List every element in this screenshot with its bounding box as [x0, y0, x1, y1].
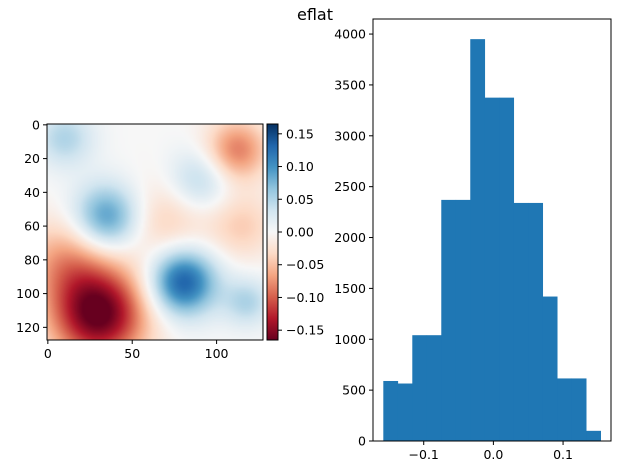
heatmap-y-tick-label: 100	[16, 286, 40, 301]
histogram-x-axis: −0.1 0.0 0.1	[409, 441, 573, 462]
histogram-y-tick-label: 1500	[334, 281, 366, 296]
histogram-bar	[528, 202, 544, 441]
histogram-x-tick-label: 0.0	[483, 447, 503, 462]
colorbar-tick-label: −0.15	[286, 323, 324, 338]
heatmap-y-axis: 0 20 40 60 80 100 120	[16, 117, 47, 335]
heatmap-x-tick-label: 100	[205, 346, 229, 361]
histogram-bar	[426, 335, 442, 441]
colorbar-tick-label: 0.15	[286, 126, 314, 141]
histogram-y-tick-label: 500	[342, 383, 366, 398]
histogram-frame	[372, 18, 612, 442]
heatmap-x-tick-label: 0	[44, 346, 52, 361]
figure-title: eflat	[297, 5, 333, 24]
colorbar-tick-label: −0.10	[286, 290, 324, 305]
histogram-bar	[499, 97, 515, 441]
histogram-y-axis: 0 500 1000 1500 2000 2500 3000 3500 4000	[334, 27, 373, 449]
histogram-y-tick-label: 4000	[334, 27, 366, 42]
heatmap-y-tick-label: 20	[24, 151, 40, 166]
histogram-bar	[383, 380, 399, 441]
colorbar-tick-label: 0.10	[286, 159, 314, 174]
histogram-y-tick-label: 3000	[334, 128, 366, 143]
colorbar-tick-label: −0.05	[286, 257, 324, 272]
histogram-bars	[383, 39, 601, 442]
histogram-bar	[455, 199, 471, 441]
heatmap-x-axis: 0 50 100	[44, 340, 229, 361]
histogram-bar	[470, 39, 486, 442]
histogram-bar	[557, 378, 573, 441]
colorbar-axis: 0.15 0.10 0.05 0.00 −0.05 −0.10 −0.15	[278, 126, 324, 338]
heatmap-y-tick-label: 40	[24, 185, 40, 200]
heatmap-x-tick-label: 50	[124, 346, 140, 361]
histogram-bar	[397, 383, 413, 441]
histogram-bar	[586, 430, 601, 441]
histogram-bar	[513, 202, 529, 441]
colorbar: 0.15 0.10 0.05 0.00 −0.05 −0.10 −0.15	[266, 123, 324, 341]
histogram-panel: −0.1 0.0 0.1 0 500 1000 1500 2000 2500 3000 3500 4…	[334, 18, 612, 462]
histogram-y-tick-label: 1000	[334, 332, 366, 347]
colorbar-bar	[266, 123, 279, 341]
histogram-y-tick-label: 2000	[334, 230, 366, 245]
colorbar-tick-label: 0.00	[286, 225, 314, 240]
heatmap-y-tick-label: 60	[24, 219, 40, 234]
heatmap-image	[47, 124, 263, 340]
histogram-x-tick-label: 0.1	[553, 447, 573, 462]
heatmap-frame	[46, 123, 264, 341]
histogram-bar	[484, 97, 500, 441]
heatmap-y-tick-label: 0	[32, 117, 40, 132]
heatmap-y-tick-label: 120	[16, 320, 40, 335]
histogram-x-tick-label: −0.1	[409, 447, 439, 462]
histogram-bar	[441, 199, 457, 441]
histogram-bar	[412, 335, 428, 441]
histogram-bar	[542, 296, 558, 441]
colorbar-tick-label: 0.05	[286, 192, 314, 207]
heatmap-y-tick-label: 80	[24, 252, 40, 267]
heatmap-panel: 0 50 100 0 20 40 60 80 100 120	[16, 117, 264, 361]
histogram-y-tick-label: 0	[358, 434, 366, 449]
histogram-y-tick-label: 2500	[334, 179, 366, 194]
histogram-bar	[571, 378, 587, 441]
histogram-y-tick-label: 3500	[334, 77, 366, 92]
